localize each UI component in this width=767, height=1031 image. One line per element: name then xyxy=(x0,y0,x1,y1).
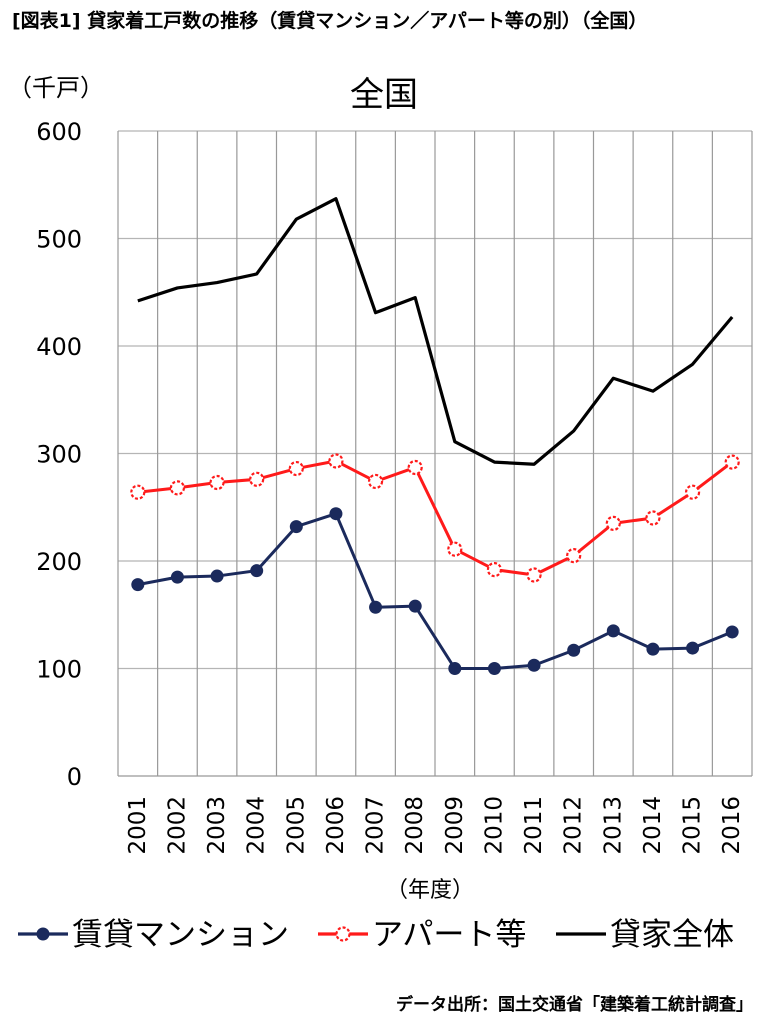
data-point xyxy=(606,624,620,638)
x-tick-label: 2001 xyxy=(125,796,151,855)
data-source-note: データ出所：国土交通省「建築着工統計調査」 xyxy=(396,995,753,1015)
data-point xyxy=(329,507,343,521)
data-point xyxy=(369,600,383,614)
x-tick-label: 2010 xyxy=(481,796,507,855)
legend-marker xyxy=(36,927,50,941)
x-tick-label: 2014 xyxy=(640,796,666,855)
data-point xyxy=(288,460,304,477)
data-point xyxy=(130,484,146,500)
legend-entry: 貸家全体 xyxy=(556,917,734,953)
data-point xyxy=(686,641,700,655)
data-point xyxy=(486,561,503,578)
figure-header: [図表1] 貸家着工戸数の推移（賃貸マンション／アパート等の別）（全国） xyxy=(12,10,648,32)
x-tick-label: 2009 xyxy=(442,796,468,855)
y-tick-label: 400 xyxy=(36,333,82,361)
y-tick-label: 0 xyxy=(67,763,82,791)
legend-label: 賃貸マンション xyxy=(72,917,289,953)
data-point xyxy=(725,625,739,639)
data-point xyxy=(131,578,145,592)
x-tick-label: 2012 xyxy=(561,796,587,855)
x-tick-label: 2015 xyxy=(680,796,706,855)
x-axis-label: （年度） xyxy=(386,878,474,903)
legend-entry: 賃貸マンション xyxy=(18,917,289,953)
x-tick-label: 2003 xyxy=(204,796,230,855)
x-tick-label: 2005 xyxy=(283,796,309,855)
data-point xyxy=(527,658,541,672)
x-tick-label: 2016 xyxy=(719,796,745,855)
data-point xyxy=(209,474,225,491)
y-tick-label: 600 xyxy=(36,118,82,146)
data-point xyxy=(645,510,661,526)
series-line xyxy=(137,459,734,577)
data-point xyxy=(328,453,344,469)
data-point xyxy=(605,515,621,531)
data-point xyxy=(250,564,264,578)
legend-label: 貸家全体 xyxy=(610,917,734,953)
data-point xyxy=(567,643,581,657)
data-point xyxy=(566,548,582,564)
y-axis-label: （千戸） xyxy=(8,74,104,102)
y-tick-label: 100 xyxy=(36,656,82,684)
x-tick-label: 2008 xyxy=(402,796,428,855)
y-tick-label: 200 xyxy=(36,548,82,576)
data-point xyxy=(170,570,184,584)
data-point xyxy=(169,480,186,496)
series-line xyxy=(137,197,734,466)
x-tick-label: 2007 xyxy=(363,796,389,855)
x-tick-label: 2011 xyxy=(521,796,547,855)
y-tick-label: 500 xyxy=(36,226,82,254)
data-point xyxy=(407,459,423,476)
series-line xyxy=(137,512,733,670)
legend-label: アパート等 xyxy=(372,917,526,953)
data-point xyxy=(367,473,384,490)
data-point xyxy=(249,471,265,487)
data-point xyxy=(210,569,224,583)
legend-entry: アパート等 xyxy=(318,917,526,953)
y-tick-label: 300 xyxy=(36,441,82,469)
x-tick-label: 2006 xyxy=(323,796,349,855)
data-point xyxy=(684,484,701,500)
legend-marker xyxy=(335,926,351,942)
data-point xyxy=(448,662,462,675)
data-point xyxy=(526,567,542,583)
data-point xyxy=(408,599,422,613)
data-point xyxy=(447,541,463,557)
x-tick-label: 2013 xyxy=(600,796,626,855)
data-point xyxy=(487,662,501,675)
data-point xyxy=(724,454,740,470)
x-tick-label: 2004 xyxy=(244,796,270,855)
chart-title: 全国 xyxy=(350,75,418,115)
data-point xyxy=(289,520,303,534)
data-point xyxy=(646,642,660,656)
x-tick-label: 2002 xyxy=(164,796,190,855)
